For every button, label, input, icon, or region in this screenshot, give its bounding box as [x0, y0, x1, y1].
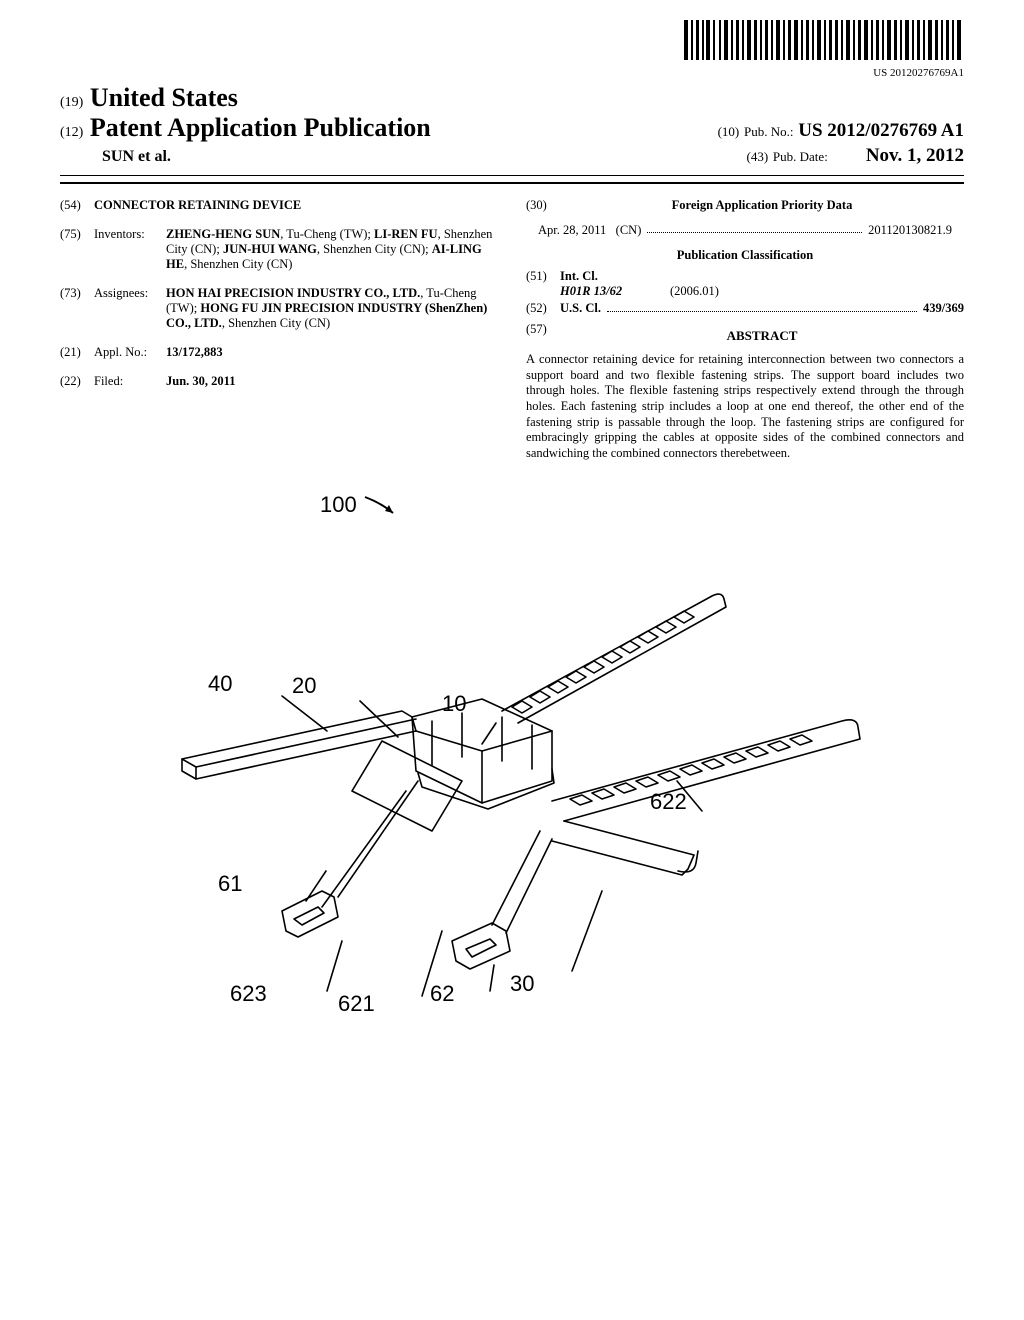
pubdate: Nov. 1, 2012 [866, 145, 964, 166]
fig-label-623: 623 [230, 981, 267, 1007]
filed-date: Jun. 30, 2011 [166, 374, 498, 389]
fig-label-622: 622 [650, 789, 687, 815]
fig-ref-100: 100 [320, 491, 403, 521]
applno: 13/172,883 [166, 345, 498, 360]
fig-label-10: 10 [442, 691, 466, 717]
priority-country: (CN) [616, 223, 642, 238]
applno-label: Appl. No.: [94, 345, 166, 360]
intcl-year: (2006.01) [670, 284, 719, 299]
doc-type: Patent Application Publication [90, 113, 431, 142]
intcl-row: (51) Int. Cl. H01R 13/62 (2006.01) [526, 269, 964, 299]
pubno: US 2012/0276769 A1 [798, 120, 964, 141]
inventors-code: (75) [60, 227, 94, 272]
title-code: (54) [60, 198, 94, 213]
fig-label-621: 621 [338, 991, 375, 1017]
prefix-10: (10) [718, 124, 740, 139]
barcode-text: US 20120276769A1 [60, 67, 964, 79]
dots-leader [647, 223, 862, 233]
intcl-label: Int. Cl. [560, 269, 964, 284]
priority-appno: 201120130821.9 [868, 223, 952, 238]
priority-heading-row: (30) Foreign Application Priority Data [526, 198, 964, 219]
uscl-code: (52) [526, 301, 560, 316]
inventors-body: ZHENG-HENG SUN, Tu-Cheng (TW); LI-REN FU… [166, 227, 498, 272]
title-field: (54) CONNECTOR RETAINING DEVICE [60, 198, 498, 213]
prefix-43: (43) [747, 149, 769, 164]
barcode [684, 20, 964, 65]
divider-thin [60, 175, 964, 176]
barcode-block: US 20120276769A1 [60, 20, 964, 79]
left-column: (54) CONNECTOR RETAINING DEVICE (75) Inv… [60, 198, 498, 461]
pubdate-line: (43) Pub. Date: Nov. 1, 2012 [747, 145, 965, 167]
fig-label-20: 20 [292, 673, 316, 699]
invention-title: CONNECTOR RETAINING DEVICE [94, 198, 498, 213]
filed-label: Filed: [94, 374, 166, 389]
divider-thick [60, 182, 964, 184]
figure-area: 100 [60, 491, 964, 1086]
priority-row: Apr. 28, 2011 (CN) 201120130821.9 [526, 223, 964, 248]
inventors-label: Inventors: [94, 227, 166, 272]
prefix-12: (12) [60, 125, 83, 140]
assignees-code: (73) [60, 286, 94, 331]
pubclass-heading: Publication Classification [526, 248, 964, 263]
applno-code: (21) [60, 345, 94, 360]
dots-leader-2 [607, 303, 917, 312]
authors: SUN et al. [60, 148, 171, 166]
applno-field: (21) Appl. No.: 13/172,883 [60, 345, 498, 360]
fig-label-62: 62 [430, 981, 454, 1007]
header-doctype-line: (12) Patent Application Publication [60, 113, 431, 143]
pubdate-label: Pub. Date: [773, 149, 828, 164]
pubno-line: (10) Pub. No.: US 2012/0276769 A1 [718, 120, 964, 142]
abstract-code: (57) [526, 322, 560, 350]
right-column: (30) Foreign Application Priority Data A… [526, 198, 964, 461]
assignees-body: HON HAI PRECISION INDUSTRY CO., LTD., Tu… [166, 286, 498, 331]
fig-label-40: 40 [208, 671, 232, 697]
bibliographic-columns: (54) CONNECTOR RETAINING DEVICE (75) Inv… [60, 198, 964, 461]
header-country-line: (19) United States [60, 83, 964, 113]
abstract-heading: ABSTRACT [560, 328, 964, 344]
fig-label-30: 30 [510, 971, 534, 997]
filed-field: (22) Filed: Jun. 30, 2011 [60, 374, 498, 389]
pubno-label: Pub. No.: [744, 124, 793, 139]
assignees-field: (73) Assignees: HON HAI PRECISION INDUST… [60, 286, 498, 331]
assignees-label: Assignees: [94, 286, 166, 331]
filed-code: (22) [60, 374, 94, 389]
priority-heading: Foreign Application Priority Data [560, 198, 964, 213]
uscl-label: U.S. Cl. [560, 301, 601, 316]
prefix-19: (19) [60, 95, 83, 110]
intcl-code: (51) [526, 269, 560, 299]
country: United States [90, 83, 238, 112]
fig-label-61: 61 [218, 871, 242, 897]
priority-date: Apr. 28, 2011 [538, 223, 606, 238]
intcl-value: H01R 13/62 [560, 284, 670, 299]
abstract-heading-row: (57) ABSTRACT [526, 322, 964, 350]
inventors-field: (75) Inventors: ZHENG-HENG SUN, Tu-Cheng… [60, 227, 498, 272]
uscl-value: 439/369 [923, 301, 964, 316]
abstract-body: A connector retaining device for retaini… [526, 352, 964, 461]
priority-code: (30) [526, 198, 560, 219]
uscl-row: (52) U.S. Cl. 439/369 [526, 301, 964, 316]
header: (19) United States (12) Patent Applicati… [60, 83, 964, 167]
